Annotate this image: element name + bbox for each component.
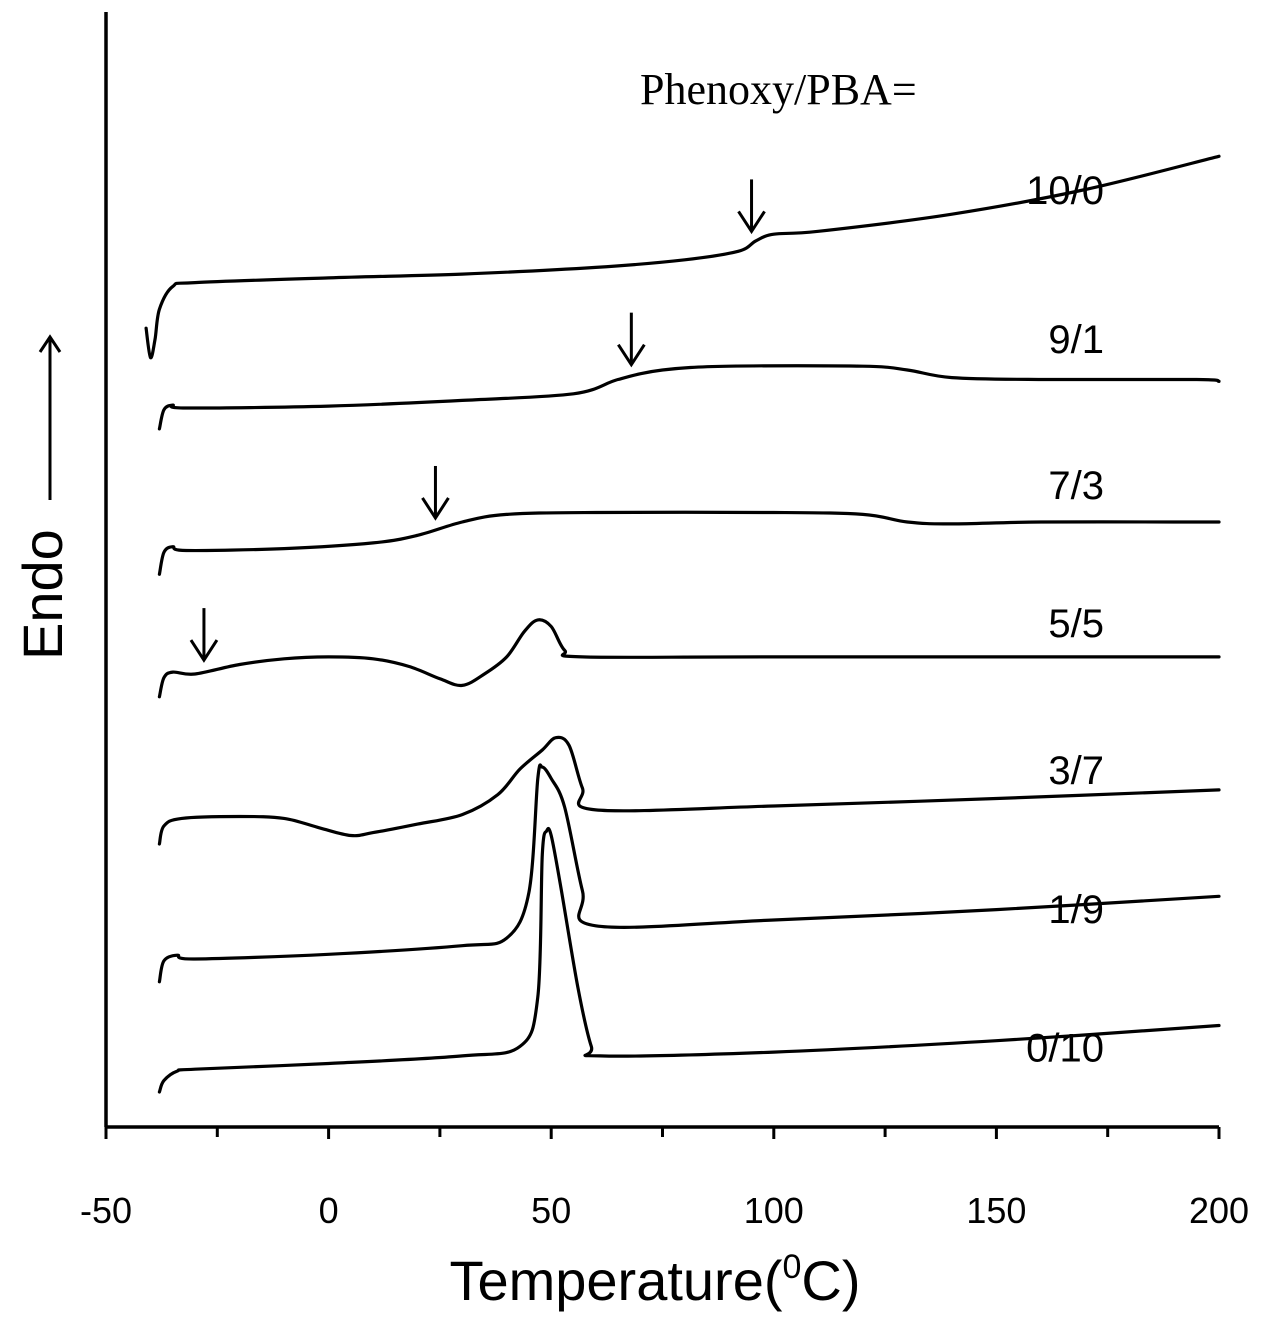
curve-1-9: [157, 763, 1221, 984]
tg-arrow-head: [421, 497, 450, 521]
x-axis-title-superscript: 0: [783, 1248, 802, 1286]
x-axis-title: Temperature(0C): [449, 1248, 860, 1312]
series-label-7-3: 7/3: [1048, 464, 1104, 508]
tg-arrow-10-0: [737, 179, 766, 235]
series-label-5-5: 5/5: [1048, 602, 1104, 646]
y-axis-title-group: Endo: [11, 334, 74, 660]
curve-0-10: [157, 826, 1221, 1094]
x-tick-labels: -50 0 50 100 150 200: [80, 1190, 1249, 1231]
x-axis-title-end: C): [801, 1249, 860, 1312]
y-axis-title: Endo: [11, 529, 74, 660]
curve-3-7: [157, 735, 1221, 846]
series-label-3-7: 3/7: [1048, 749, 1104, 793]
series-label-9-1: 9/1: [1048, 318, 1104, 362]
curve-10-0: [144, 154, 1221, 360]
series-label-1-9: 1/9: [1048, 888, 1104, 932]
tg-arrow-5-5: [189, 608, 219, 663]
series-label-0-10: 0/10: [1026, 1027, 1104, 1071]
tg-arrow-head: [737, 210, 766, 235]
plot-area: 10/0 9/1 7/3 5/5 3/7 1/9 0/10: [104, 12, 1221, 1139]
tg-arrow-7-3: [421, 465, 450, 521]
curve-7-3: [157, 510, 1221, 576]
legend-title: Phenoxy/PBA=: [640, 65, 917, 114]
y-axis-arrowhead: [38, 334, 62, 353]
x-tick-label: -50: [80, 1190, 132, 1231]
tg-arrow-head: [189, 639, 219, 663]
curve-5-5: [157, 618, 1221, 699]
x-tick-label: 50: [531, 1190, 571, 1231]
x-tick-label: 200: [1189, 1190, 1249, 1231]
x-tick-label: 100: [744, 1190, 804, 1231]
x-tick-label: 0: [319, 1190, 339, 1231]
curve-9-1: [157, 364, 1221, 431]
x-axis-title-main: Temperature(: [449, 1249, 782, 1312]
tg-arrow-9-1: [617, 312, 646, 368]
series-label-10-0: 10/0: [1026, 169, 1104, 213]
tg-arrow-head: [617, 343, 646, 368]
x-tick-label: 150: [966, 1190, 1026, 1231]
